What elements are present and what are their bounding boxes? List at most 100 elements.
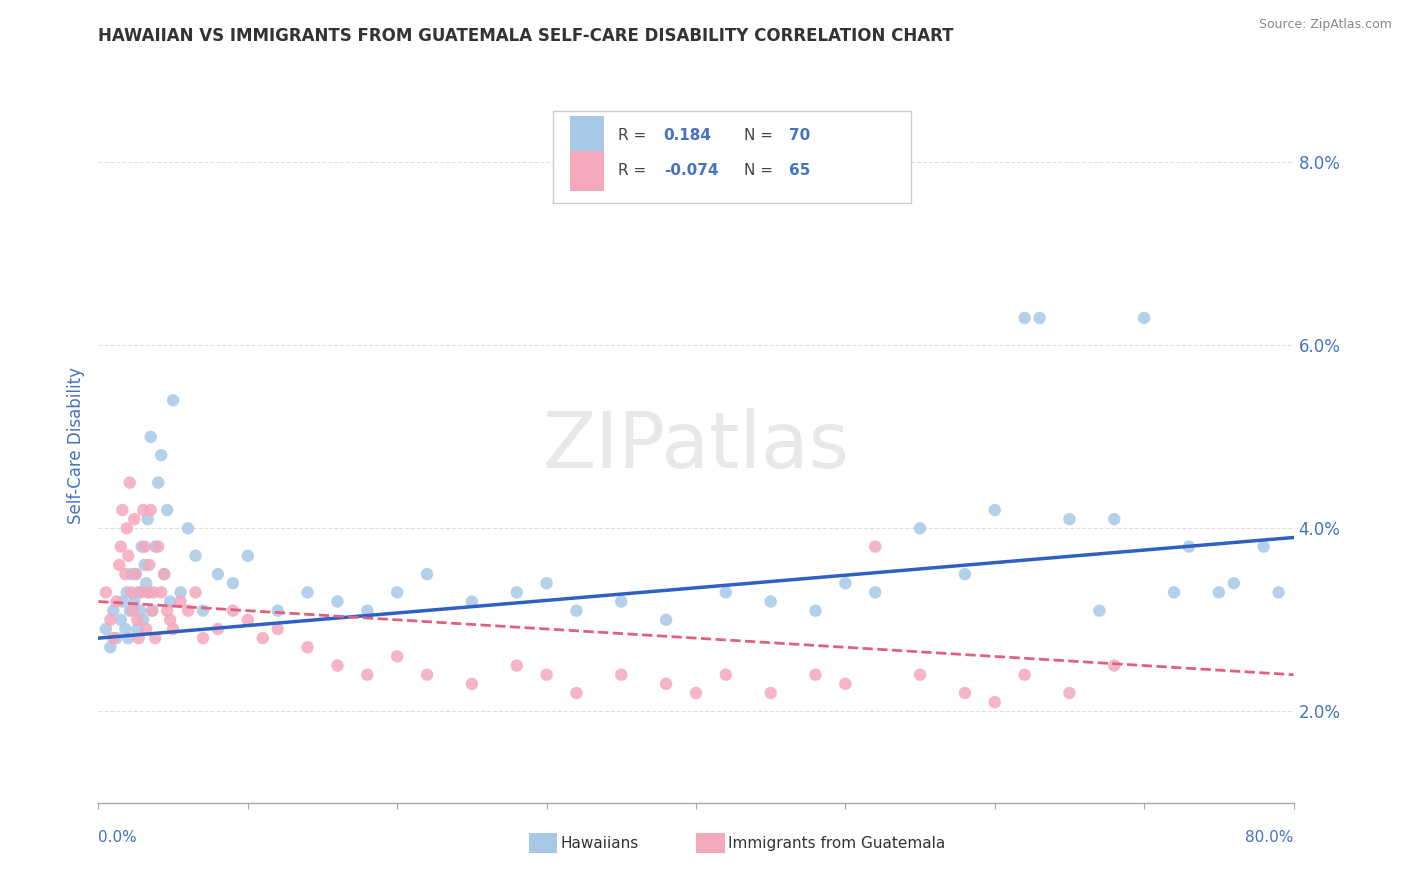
Point	[110, 613, 132, 627]
Point	[103, 631, 125, 645]
Text: N =: N =	[744, 128, 778, 143]
Point	[105, 594, 128, 608]
Point	[108, 558, 131, 572]
Point	[207, 622, 229, 636]
Text: R =: R =	[619, 163, 651, 178]
Point	[184, 585, 207, 599]
Point	[132, 503, 155, 517]
Point	[121, 604, 143, 618]
Point	[1267, 585, 1289, 599]
Bar	[571, 116, 605, 155]
Point	[804, 604, 827, 618]
Text: R =: R =	[619, 128, 651, 143]
Point	[124, 594, 146, 608]
Point	[118, 475, 141, 490]
Text: HAWAIIAN VS IMMIGRANTS FROM GUATEMALA SELF-CARE DISABILITY CORRELATION CHART: HAWAIIAN VS IMMIGRANTS FROM GUATEMALA SE…	[98, 27, 953, 45]
Point	[129, 604, 152, 618]
Point	[162, 622, 184, 636]
Point	[1208, 585, 1230, 599]
Point	[356, 667, 378, 681]
Point	[222, 604, 245, 618]
Point	[1059, 686, 1081, 700]
Point	[1104, 512, 1126, 526]
Point	[105, 631, 128, 645]
Point	[134, 540, 156, 554]
Point	[156, 604, 179, 618]
Point	[1133, 310, 1156, 325]
Text: 65: 65	[789, 163, 811, 178]
Point	[1253, 540, 1275, 554]
Point	[94, 585, 117, 599]
Point	[138, 558, 160, 572]
Point	[125, 567, 148, 582]
Point	[908, 521, 931, 535]
Point	[132, 613, 155, 627]
Point	[506, 585, 529, 599]
Point	[536, 667, 558, 681]
Point	[297, 640, 319, 655]
Point	[115, 585, 138, 599]
Point	[143, 631, 166, 645]
Point	[759, 594, 782, 608]
Point	[98, 613, 122, 627]
Point	[222, 576, 245, 591]
Point	[416, 567, 439, 582]
Point	[865, 585, 887, 599]
Point	[1178, 540, 1201, 554]
Point	[138, 585, 160, 599]
Point	[134, 558, 156, 572]
Point	[908, 667, 931, 681]
Point	[191, 631, 214, 645]
Point	[94, 622, 117, 636]
Point	[110, 540, 132, 554]
Point	[1059, 512, 1081, 526]
Point	[129, 585, 152, 599]
Point	[236, 549, 259, 563]
Point	[461, 677, 484, 691]
Text: Hawaiians: Hawaiians	[561, 836, 640, 851]
Bar	[529, 833, 557, 853]
Point	[131, 540, 153, 554]
Point	[156, 503, 179, 517]
Point	[385, 649, 409, 664]
Point	[385, 585, 409, 599]
Point	[565, 604, 588, 618]
Point	[984, 503, 1007, 517]
Point	[416, 667, 439, 681]
Point	[162, 393, 184, 408]
Y-axis label: Self-Care Disability: Self-Care Disability	[66, 368, 84, 524]
Point	[127, 613, 149, 627]
Point	[117, 549, 139, 563]
Point	[124, 512, 146, 526]
Bar	[571, 152, 605, 191]
Text: 0.184: 0.184	[664, 128, 711, 143]
Point	[169, 585, 191, 599]
Point	[141, 604, 163, 618]
Point	[103, 604, 125, 618]
Point	[565, 686, 588, 700]
Point	[207, 567, 229, 582]
Point	[120, 585, 142, 599]
Text: Source: ZipAtlas.com: Source: ZipAtlas.com	[1258, 18, 1392, 31]
Point	[98, 640, 122, 655]
Point	[159, 594, 181, 608]
Text: 70: 70	[789, 128, 810, 143]
Point	[865, 540, 887, 554]
Point	[236, 613, 259, 627]
Point	[128, 631, 150, 645]
Point	[536, 576, 558, 591]
Point	[114, 622, 136, 636]
Point	[111, 503, 134, 517]
Point	[184, 549, 207, 563]
Point	[169, 594, 191, 608]
Point	[356, 604, 378, 618]
Point	[115, 521, 138, 535]
Point	[804, 667, 827, 681]
Text: ZIPatlas: ZIPatlas	[543, 408, 849, 484]
Point	[111, 594, 134, 608]
Point	[159, 613, 181, 627]
Point	[953, 567, 976, 582]
Point	[610, 594, 633, 608]
Point	[759, 686, 782, 700]
Point	[148, 475, 170, 490]
